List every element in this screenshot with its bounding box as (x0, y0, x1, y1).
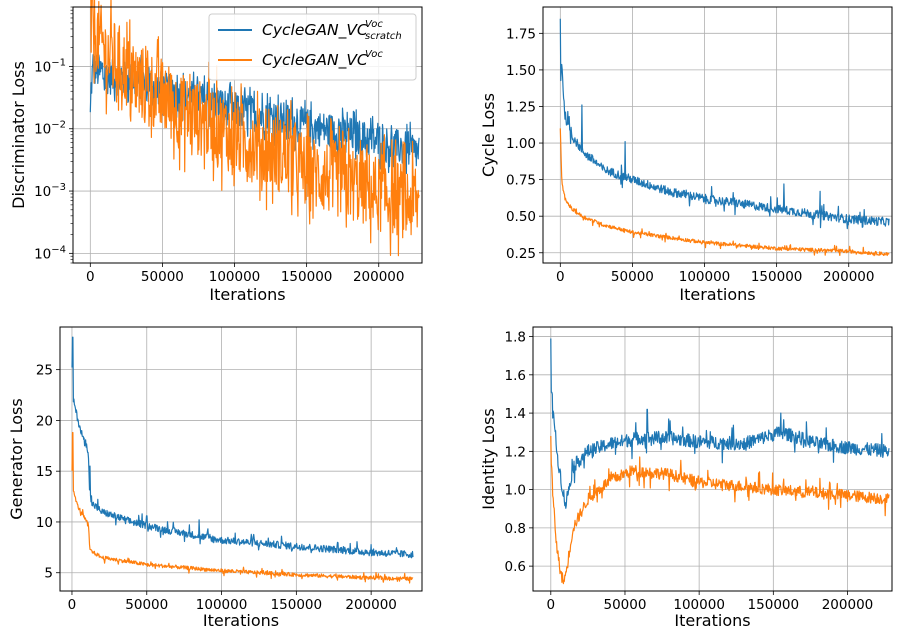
y-tick-label: 1.8 (505, 330, 526, 346)
series-line-voc (559, 128, 890, 257)
y-tick-label: 1.75 (506, 26, 536, 42)
legend-entry-sup: Voc (365, 49, 383, 60)
y-axis-label: Cycle Loss (479, 93, 498, 177)
x-axis-label: Iterations (679, 285, 755, 304)
y-axis-label: Generator Loss (7, 398, 26, 519)
y-tick-label: 1.00 (506, 136, 536, 152)
y-axis-label: Discriminator Loss (9, 61, 28, 209)
y-tick-label: 0.25 (506, 246, 536, 262)
x-tick-label: 200000 (822, 597, 874, 613)
axes-frame (72, 6, 423, 264)
x-axis-label: Iterations (209, 285, 285, 304)
panel-ident: 0 50000 100000 150000 200000 0.6 0.8 1.0 1.2 1.4 1… (479, 326, 893, 630)
x-tick-label: 50000 (611, 269, 654, 285)
x-tick-label: 150000 (271, 597, 323, 613)
y-tick-label: 10 (36, 515, 53, 531)
x-tick-label: 150000 (751, 269, 803, 285)
y-axis-label: Identity Loss (479, 408, 498, 510)
x-axis-label: Iterations (674, 611, 750, 630)
axes-frame (59, 326, 423, 592)
x-tick-label: 200000 (353, 269, 405, 285)
y-tick-label: 1.25 (506, 99, 536, 115)
x-tick-label: 150000 (281, 269, 333, 285)
y-tick-label: 0.75 (506, 173, 536, 189)
panel-gen: 0 50000 100000 150000 200000 5 10 15 20 25 Iterati… (7, 326, 423, 630)
y-tick-label: 5 (44, 566, 53, 582)
x-tick-label: 0 (86, 269, 95, 285)
y-tick-label: 15 (36, 464, 53, 480)
y-tick-label: 0.8 (505, 521, 526, 537)
y-tick-label: 1.4 (505, 406, 526, 422)
x-axis-label: Iterations (203, 611, 279, 630)
x-tick-label: 50000 (141, 269, 184, 285)
x-tick-label: 200000 (823, 269, 875, 285)
series-line-voc (90, 0, 420, 257)
series-line-scratch (550, 338, 890, 509)
series-line-scratch (71, 336, 414, 559)
legend-entry-sup: Voc (365, 19, 383, 30)
x-tick-label: 100000 (209, 269, 261, 285)
x-tick-label: 50000 (603, 597, 646, 613)
series-line-scratch (559, 18, 890, 230)
x-tick-label: 100000 (679, 269, 731, 285)
legend-entry-sub: scratch (365, 31, 402, 42)
y-tick-label: 10−1 (34, 57, 66, 75)
y-tick-label: 1.6 (505, 368, 526, 384)
x-tick-label: 200000 (345, 597, 397, 613)
panel-disc: 0 50000 100000 150000 200000 10−4 10−3 10−2 10−1… (9, 0, 423, 304)
series-line-voc (71, 432, 414, 584)
x-tick-label: 150000 (748, 597, 800, 613)
legend-entry-base: CycleGAN_VC (262, 51, 368, 70)
y-tick-label: 25 (36, 363, 53, 379)
legend-box (208, 13, 417, 81)
x-tick-label: 0 (547, 597, 556, 613)
y-tick-label: 20 (36, 413, 53, 429)
axes-frame (542, 6, 893, 264)
x-tick-label: 50000 (125, 597, 168, 613)
y-tick-label: 10−3 (34, 182, 66, 200)
y-tick-label: 0.50 (506, 209, 536, 225)
y-tick-label: 10−4 (34, 244, 66, 262)
x-tick-label: 0 (556, 269, 565, 285)
legend-entry-label: CycleGAN_VC (262, 21, 368, 40)
axes-frame (532, 326, 893, 592)
legend-entry-label: CycleGAN_VC (262, 51, 368, 70)
y-tick-label: 1.0 (505, 483, 526, 499)
panel-cycle: 0 50000 100000 150000 200000 0.25 0.50 0.75 1.00… (479, 6, 893, 304)
y-tick-label: 1.50 (506, 63, 536, 79)
x-tick-label: 0 (68, 597, 77, 613)
x-tick-label: 100000 (196, 597, 248, 613)
legend-entry-base: CycleGAN_VC (262, 21, 368, 40)
y-tick-label: 1.2 (505, 444, 526, 460)
y-tick-label: 10−2 (34, 120, 66, 138)
y-tick-label: 0.6 (505, 559, 526, 575)
x-tick-label: 100000 (673, 597, 725, 613)
series-line-voc (550, 435, 890, 585)
